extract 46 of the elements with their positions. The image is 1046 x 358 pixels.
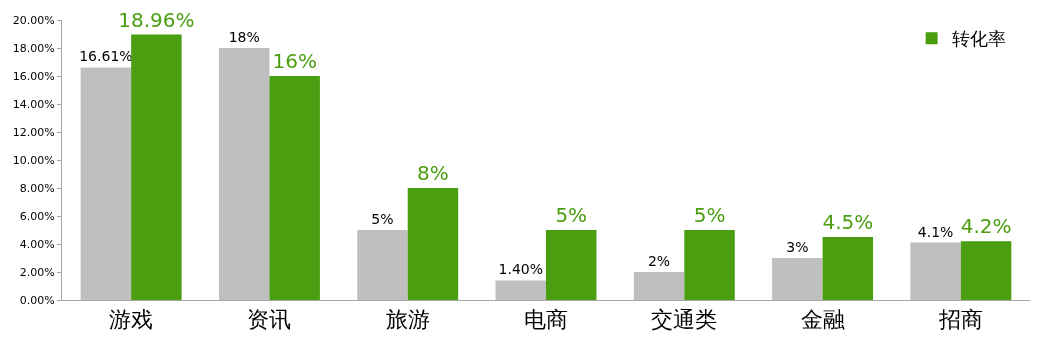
y-tick-label: 18.00%	[12, 41, 55, 55]
y-tick-label: 0.00%	[19, 293, 55, 307]
x-tick-label: 招商	[937, 307, 983, 333]
bar	[822, 237, 874, 300]
y-tick-label: 6.00%	[19, 209, 55, 223]
data-label: 1.40%	[498, 261, 544, 278]
data-label: 4.2%	[960, 214, 1012, 239]
bar	[633, 272, 685, 300]
data-label: 18.96%	[118, 7, 195, 32]
legend-label: 转化率	[951, 28, 1006, 50]
data-label: 5%	[371, 211, 394, 227]
bar	[131, 34, 182, 300]
x-tick-label: 资讯	[247, 307, 292, 333]
x-tick-label: 旅游	[385, 307, 430, 333]
y-tick-label: 4.00%	[19, 237, 55, 251]
bar	[495, 280, 546, 300]
bar	[357, 230, 408, 300]
data-label: 4.5%	[822, 210, 874, 234]
data-label: 5%	[555, 203, 588, 227]
y-tick-label: 10.00%	[12, 153, 55, 167]
bar	[80, 67, 132, 300]
bar	[218, 48, 270, 300]
y-tick-label: 16.00%	[12, 69, 55, 83]
x-tick-label: 金融	[800, 307, 845, 333]
bar	[960, 241, 1012, 300]
bar	[546, 230, 597, 300]
data-label: 18%	[228, 29, 260, 45]
data-label: 4.1%	[917, 223, 954, 240]
bar	[269, 76, 320, 300]
y-tick-label: 2.00%	[19, 265, 55, 279]
x-tick-label: 交通类	[651, 307, 718, 333]
data-label: 3%	[786, 239, 809, 255]
data-label: 2%	[647, 253, 671, 269]
data-label: 5%	[693, 203, 726, 227]
bar	[910, 242, 961, 300]
bar	[407, 188, 459, 300]
y-tick-label: 12.00%	[12, 125, 55, 139]
y-tick-label: 8.00%	[19, 181, 55, 195]
x-tick-label: 游戏	[109, 307, 154, 333]
bar	[772, 258, 823, 300]
bar	[684, 230, 735, 300]
x-tick-label: 电商	[524, 307, 568, 333]
data-label: 16%	[272, 49, 317, 73]
y-tick-label: 20.00%	[12, 13, 55, 27]
data-label: 8%	[417, 161, 449, 185]
y-tick-label: 14.00%	[12, 97, 55, 111]
